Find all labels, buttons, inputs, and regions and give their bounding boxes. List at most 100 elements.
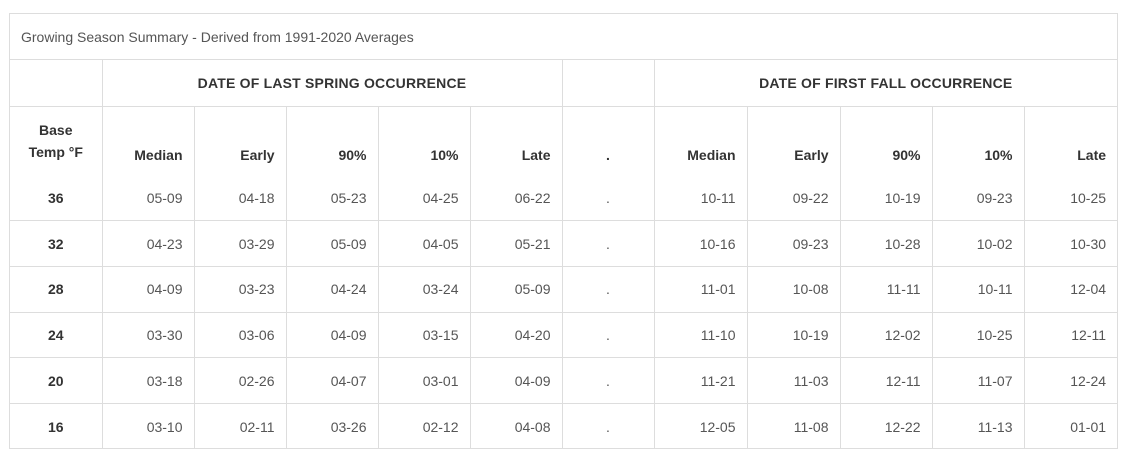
spring-median-cell: 03-30 bbox=[101, 311, 195, 359]
spring-late-cell: 04-20 bbox=[469, 311, 563, 359]
fall-late-cell: 12-11 bbox=[1023, 311, 1118, 359]
spring-median-cell: 04-09 bbox=[101, 265, 195, 313]
separator-cell: . bbox=[561, 220, 655, 267]
growing-season-table: DATE OF LAST SPRING OCCURRENCE DATE OF F… bbox=[10, 60, 1118, 450]
spring-90-cell: 04-07 bbox=[285, 357, 379, 404]
spring-late-cell: 04-09 bbox=[469, 357, 563, 404]
table-body: 36 05-09 04-18 05-23 04-25 06-22 . 10-11… bbox=[10, 175, 1118, 450]
spring-early-cell: 03-06 bbox=[193, 311, 287, 359]
spring-median-cell: 03-18 bbox=[101, 357, 195, 404]
base-temp-cell: 16 bbox=[10, 402, 103, 450]
fall-late-header: Late bbox=[1023, 105, 1118, 175]
spring-median-cell: 05-09 bbox=[101, 175, 195, 222]
separator-cell: . bbox=[561, 175, 655, 222]
table-row: 28 04-09 03-23 04-24 03-24 05-09 . 11-01… bbox=[10, 265, 1118, 313]
spring-early-cell: 02-26 bbox=[193, 357, 287, 404]
spring-90-cell: 04-24 bbox=[285, 265, 379, 313]
fall-late-cell: 10-30 bbox=[1023, 220, 1118, 267]
base-temp-header: Base Temp °F bbox=[10, 105, 103, 175]
fall-early-cell: 10-08 bbox=[746, 265, 841, 313]
fall-early-cell: 10-19 bbox=[746, 311, 841, 359]
spring-10-cell: 02-12 bbox=[377, 402, 471, 450]
fall-median-header: Median bbox=[653, 105, 748, 175]
base-temp-header-line1: Base bbox=[39, 122, 73, 138]
base-temp-header-line2: Temp °F bbox=[28, 144, 83, 160]
table-row: 16 03-10 02-11 03-26 02-12 04-08 . 12-05… bbox=[10, 402, 1118, 450]
fall-90-cell: 12-22 bbox=[839, 402, 933, 450]
fall-10-header: 10% bbox=[931, 105, 1025, 175]
base-temp-cell: 32 bbox=[10, 220, 103, 267]
fall-median-cell: 12-05 bbox=[653, 402, 748, 450]
spring-90-cell: 05-09 bbox=[285, 220, 379, 267]
fall-10-cell: 10-25 bbox=[931, 311, 1025, 359]
fall-90-cell: 10-28 bbox=[839, 220, 933, 267]
table-row: 20 03-18 02-26 04-07 03-01 04-09 . 11-21… bbox=[10, 357, 1118, 404]
fall-10-cell: 11-07 bbox=[931, 357, 1025, 404]
spring-90-cell: 04-09 bbox=[285, 311, 379, 359]
base-temp-cell: 20 bbox=[10, 357, 103, 404]
fall-10-cell: 10-11 bbox=[931, 265, 1025, 313]
spring-10-cell: 04-25 bbox=[377, 175, 471, 222]
spring-median-header: Median bbox=[101, 105, 195, 175]
fall-early-cell: 09-22 bbox=[746, 175, 841, 222]
spring-early-cell: 03-29 bbox=[193, 220, 287, 267]
spring-early-header: Early bbox=[193, 105, 287, 175]
group-header-empty bbox=[10, 60, 103, 107]
fall-10-cell: 10-02 bbox=[931, 220, 1025, 267]
fall-late-cell: 01-01 bbox=[1023, 402, 1118, 450]
fall-10-cell: 11-13 bbox=[931, 402, 1025, 450]
fall-median-cell: 10-16 bbox=[653, 220, 748, 267]
fall-median-cell: 11-10 bbox=[653, 311, 748, 359]
fall-late-cell: 12-04 bbox=[1023, 265, 1118, 313]
fall-early-cell: 11-08 bbox=[746, 402, 841, 450]
fall-90-cell: 12-11 bbox=[839, 357, 933, 404]
base-temp-cell: 36 bbox=[10, 175, 103, 222]
spring-10-header: 10% bbox=[377, 105, 471, 175]
spring-90-header: 90% bbox=[285, 105, 379, 175]
fall-late-cell: 10-25 bbox=[1023, 175, 1118, 222]
fall-90-header: 90% bbox=[839, 105, 933, 175]
column-header-row: Base Temp °F Median Early 90% 10% Late .… bbox=[10, 105, 1118, 175]
spring-10-cell: 03-01 bbox=[377, 357, 471, 404]
spring-late-cell: 04-08 bbox=[469, 402, 563, 450]
spring-late-cell: 05-09 bbox=[469, 265, 563, 313]
separator-header: . bbox=[561, 105, 655, 175]
spring-late-header: Late bbox=[469, 105, 563, 175]
spring-early-cell: 04-18 bbox=[193, 175, 287, 222]
fall-90-cell: 12-02 bbox=[839, 311, 933, 359]
spring-90-cell: 05-23 bbox=[285, 175, 379, 222]
fall-10-cell: 09-23 bbox=[931, 175, 1025, 222]
fall-early-header: Early bbox=[746, 105, 841, 175]
separator-cell: . bbox=[561, 402, 655, 450]
table-row: 36 05-09 04-18 05-23 04-25 06-22 . 10-11… bbox=[10, 175, 1118, 222]
fall-median-cell: 11-21 bbox=[653, 357, 748, 404]
panel-title: Growing Season Summary - Derived from 19… bbox=[10, 14, 1117, 60]
spring-median-cell: 03-10 bbox=[101, 402, 195, 450]
separator-cell: . bbox=[561, 357, 655, 404]
fall-early-cell: 11-03 bbox=[746, 357, 841, 404]
spring-median-cell: 04-23 bbox=[101, 220, 195, 267]
spring-late-cell: 05-21 bbox=[469, 220, 563, 267]
table-row: 32 04-23 03-29 05-09 04-05 05-21 . 10-16… bbox=[10, 220, 1118, 267]
spring-90-cell: 03-26 bbox=[285, 402, 379, 450]
spring-10-cell: 03-15 bbox=[377, 311, 471, 359]
fall-early-cell: 09-23 bbox=[746, 220, 841, 267]
spring-late-cell: 06-22 bbox=[469, 175, 563, 222]
fall-median-cell: 10-11 bbox=[653, 175, 748, 222]
fall-90-cell: 10-19 bbox=[839, 175, 933, 222]
fall-late-cell: 12-24 bbox=[1023, 357, 1118, 404]
spring-10-cell: 03-24 bbox=[377, 265, 471, 313]
spring-early-cell: 02-11 bbox=[193, 402, 287, 450]
separator-cell: . bbox=[561, 265, 655, 313]
separator-cell: . bbox=[561, 311, 655, 359]
table-row: 24 03-30 03-06 04-09 03-15 04-20 . 11-10… bbox=[10, 311, 1118, 359]
growing-season-panel: Growing Season Summary - Derived from 19… bbox=[9, 13, 1118, 450]
group-header-row: DATE OF LAST SPRING OCCURRENCE DATE OF F… bbox=[10, 60, 1118, 107]
separator-group-header bbox=[561, 60, 655, 107]
spring-group-header: DATE OF LAST SPRING OCCURRENCE bbox=[101, 60, 563, 107]
base-temp-cell: 28 bbox=[10, 265, 103, 313]
fall-90-cell: 11-11 bbox=[839, 265, 933, 313]
fall-group-header: DATE OF FIRST FALL OCCURRENCE bbox=[653, 60, 1118, 107]
spring-early-cell: 03-23 bbox=[193, 265, 287, 313]
base-temp-cell: 24 bbox=[10, 311, 103, 359]
